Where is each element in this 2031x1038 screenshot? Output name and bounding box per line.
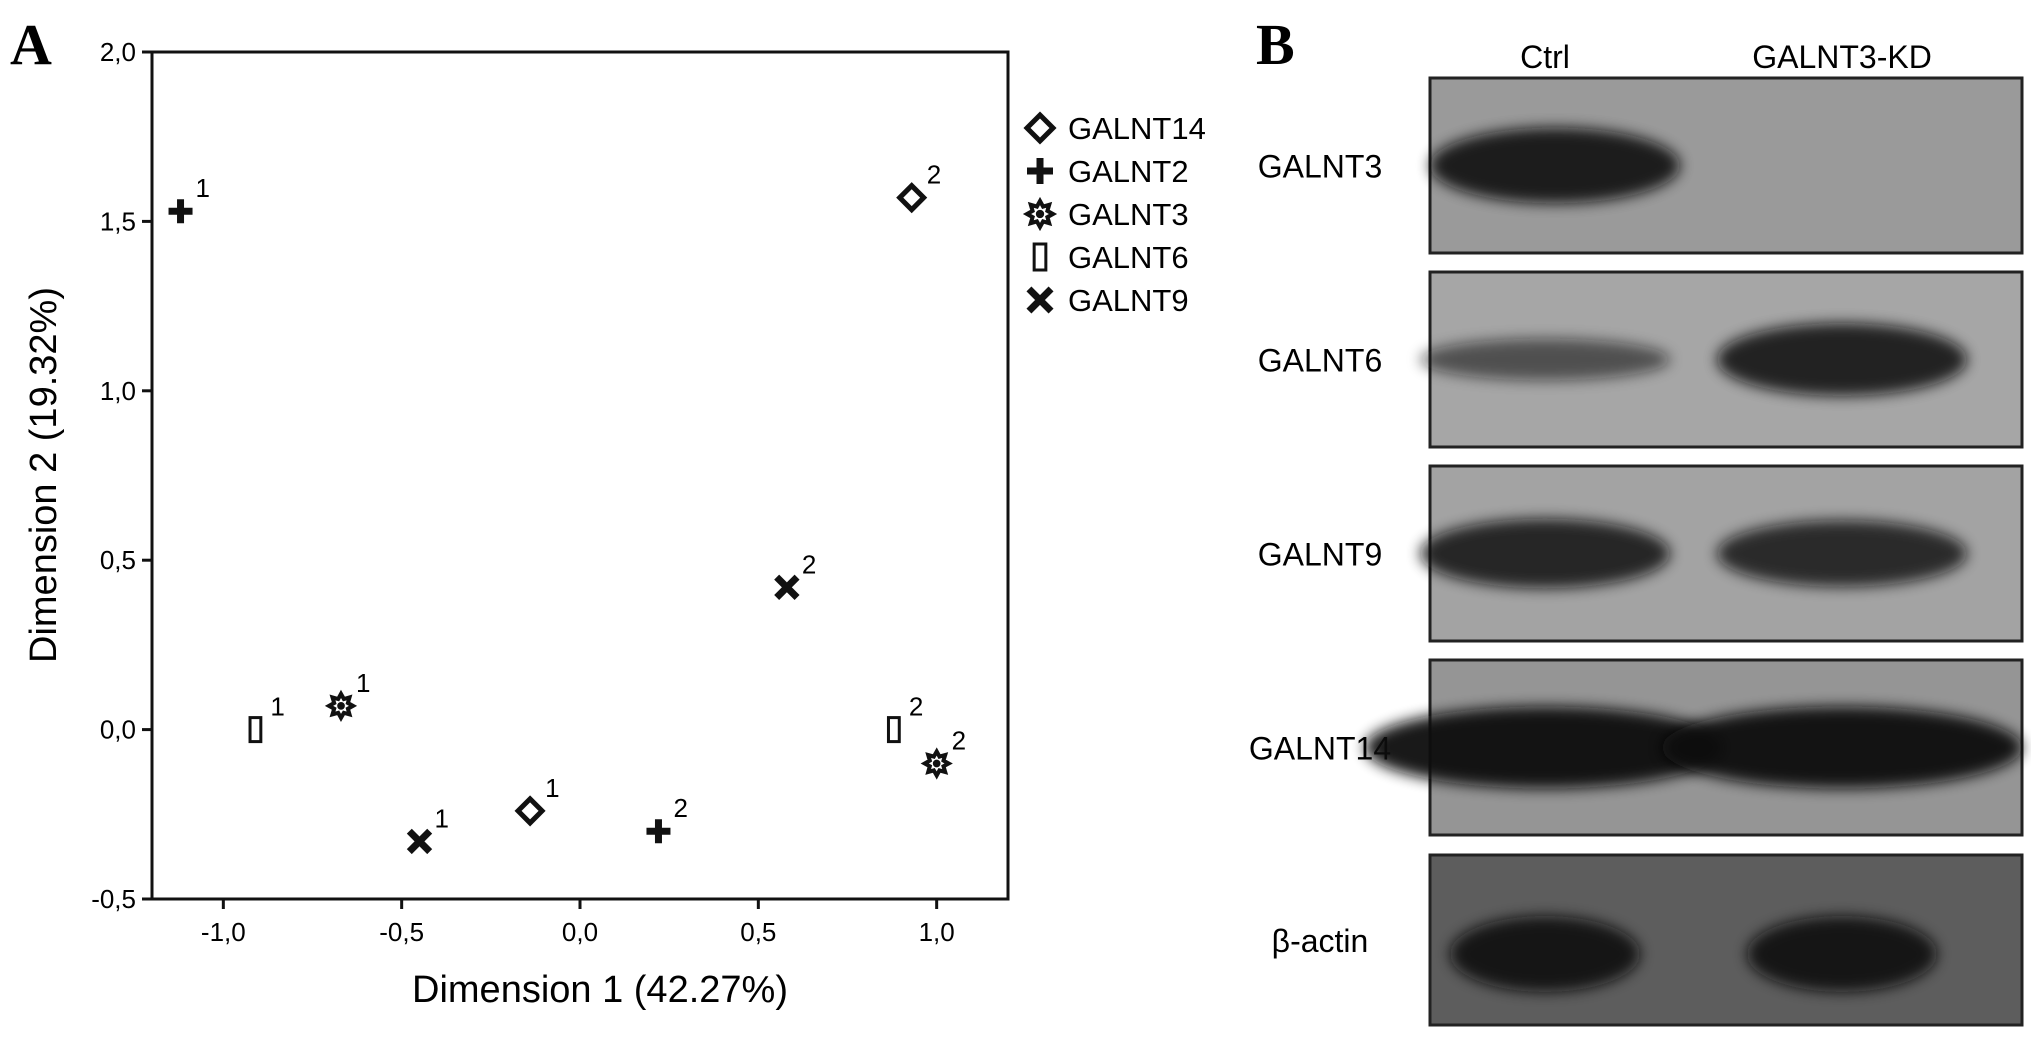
- data-point-galnt14: 2: [896, 160, 941, 214]
- y-tick-label: 0,0: [100, 715, 136, 745]
- point-label: 1: [356, 668, 370, 698]
- panel-a: A -0,50,00,51,01,52,0 -1,0 -0,5 0,0 0,5 1,0 …: [10, 12, 1206, 1011]
- y-tick-label: 1,5: [100, 206, 136, 236]
- marker-rect: [886, 716, 901, 744]
- y-tick-label: 0,5: [100, 545, 136, 575]
- x-tick-label: -0,5: [379, 917, 424, 947]
- marker-cross: [774, 574, 800, 600]
- blot-row-3: GALNT14: [1249, 658, 2024, 837]
- plot-frame: [150, 50, 1010, 901]
- blot-label: β-actin: [1272, 923, 1369, 959]
- data-point-galnt3: 1: [324, 668, 371, 723]
- protein-band-kd: [1717, 323, 1967, 396]
- x-tick-label: 0,0: [562, 917, 598, 947]
- legend-marker-star-center: [1035, 209, 1045, 219]
- blot-label: GALNT6: [1258, 343, 1382, 379]
- marker-star-center: [337, 702, 345, 710]
- point-label: 2: [952, 725, 966, 755]
- y-tick-label: 1,0: [100, 376, 136, 406]
- marker-diamond: [514, 795, 546, 827]
- x-tick-label: -1,0: [201, 917, 246, 947]
- blot-label: GALNT9: [1258, 537, 1382, 573]
- protein-band-kd: [1717, 520, 1967, 587]
- y-tick-label: 2,0: [100, 37, 136, 67]
- data-point-galnt9: 2: [774, 549, 816, 600]
- point-label: 1: [435, 803, 449, 833]
- point-label: 1: [270, 692, 284, 722]
- legend-item-galnt6: GALNT6: [1032, 240, 1189, 275]
- point-label: 1: [196, 173, 210, 203]
- legend-marker-diamond: [1023, 111, 1057, 145]
- legend-label: GALNT6: [1068, 240, 1189, 275]
- data-point-galnt6: 2: [886, 692, 923, 744]
- scatter-points: 1 2 1 2 1 2 1 2 1 2: [168, 160, 966, 855]
- marker-plus: [646, 819, 671, 844]
- marker-diamond: [896, 182, 928, 214]
- protein-band-ctrl: [1430, 127, 1680, 204]
- protein-band-kd: [1747, 916, 1937, 992]
- point-label: 2: [673, 793, 687, 823]
- legend-item-galnt14: GALNT14: [1023, 111, 1206, 146]
- data-point-galnt6: 1: [248, 692, 285, 744]
- data-point-galnt2: 2: [646, 793, 688, 844]
- legend-label: GALNT9: [1068, 283, 1189, 318]
- panel-b-letter: B: [1256, 12, 1295, 77]
- legend: GALNT14 GALNT2 GALNT3 GALNT6 GALNT9: [1022, 111, 1206, 318]
- blot-row-2: GALNT9: [1258, 464, 2024, 643]
- y-tick-label: -0,5: [91, 884, 136, 914]
- marker-plus: [168, 199, 193, 224]
- point-label: 2: [927, 160, 941, 190]
- data-point-galnt3: 2: [920, 725, 966, 780]
- x-axis: -1,0 -0,5 0,0 0,5 1,0: [201, 899, 955, 947]
- legend-label: GALNT3: [1068, 197, 1189, 232]
- legend-marker-cross: [1026, 286, 1054, 314]
- legend-marker-plus: [1027, 158, 1053, 184]
- protein-band-ctrl: [1450, 916, 1640, 992]
- blot-row-4: β-actin: [1272, 853, 2024, 1027]
- point-label: 2: [909, 692, 923, 722]
- legend-item-galnt3: GALNT3: [1022, 196, 1189, 232]
- legend-marker-rect: [1032, 242, 1048, 272]
- x-tick-label: 0,5: [740, 917, 776, 947]
- protein-band-kd: [1662, 706, 2022, 789]
- legend-label: GALNT14: [1068, 111, 1206, 146]
- protein-band-ctrl: [1365, 706, 1725, 789]
- legend-item-galnt9: GALNT9: [1026, 283, 1189, 318]
- blot-row-0: GALNT3: [1258, 76, 2024, 255]
- column-label-kd: GALNT3-KD: [1752, 39, 1932, 75]
- protein-band-ctrl: [1420, 338, 1670, 381]
- blot-row-1: GALNT6: [1258, 270, 2024, 449]
- data-point-galnt9: 1: [406, 803, 449, 855]
- western-blots: GALNT3 GALNT6 GALNT9 GALNT14 β-actin: [1249, 76, 2024, 1027]
- x-tick-label: 1,0: [919, 917, 955, 947]
- protein-band-ctrl: [1420, 518, 1670, 589]
- panel-b: B Ctrl GALNT3-KD GALNT3GALNT6GALNT9GALNT…: [1249, 12, 2024, 1027]
- marker-cross: [406, 828, 433, 855]
- legend-label: GALNT2: [1068, 154, 1189, 189]
- marker-star-center: [932, 759, 941, 768]
- legend-item-galnt2: GALNT2: [1027, 154, 1189, 189]
- x-axis-title: Dimension 1 (42.27%): [412, 969, 788, 1011]
- y-axis: -0,5 0,0 0,5 1,0 1,5 2,0: [91, 37, 152, 914]
- blot-label: GALNT3: [1258, 149, 1382, 185]
- column-label-ctrl: Ctrl: [1520, 39, 1570, 75]
- y-axis-title: Dimension 2 (19.32%): [23, 287, 65, 663]
- marker-rect: [248, 716, 263, 744]
- point-label: 2: [802, 549, 816, 579]
- data-point-galnt2: 1: [168, 173, 210, 224]
- data-point-galnt14: 1: [514, 773, 560, 827]
- panel-a-letter: A: [10, 12, 52, 77]
- point-label: 1: [545, 773, 559, 803]
